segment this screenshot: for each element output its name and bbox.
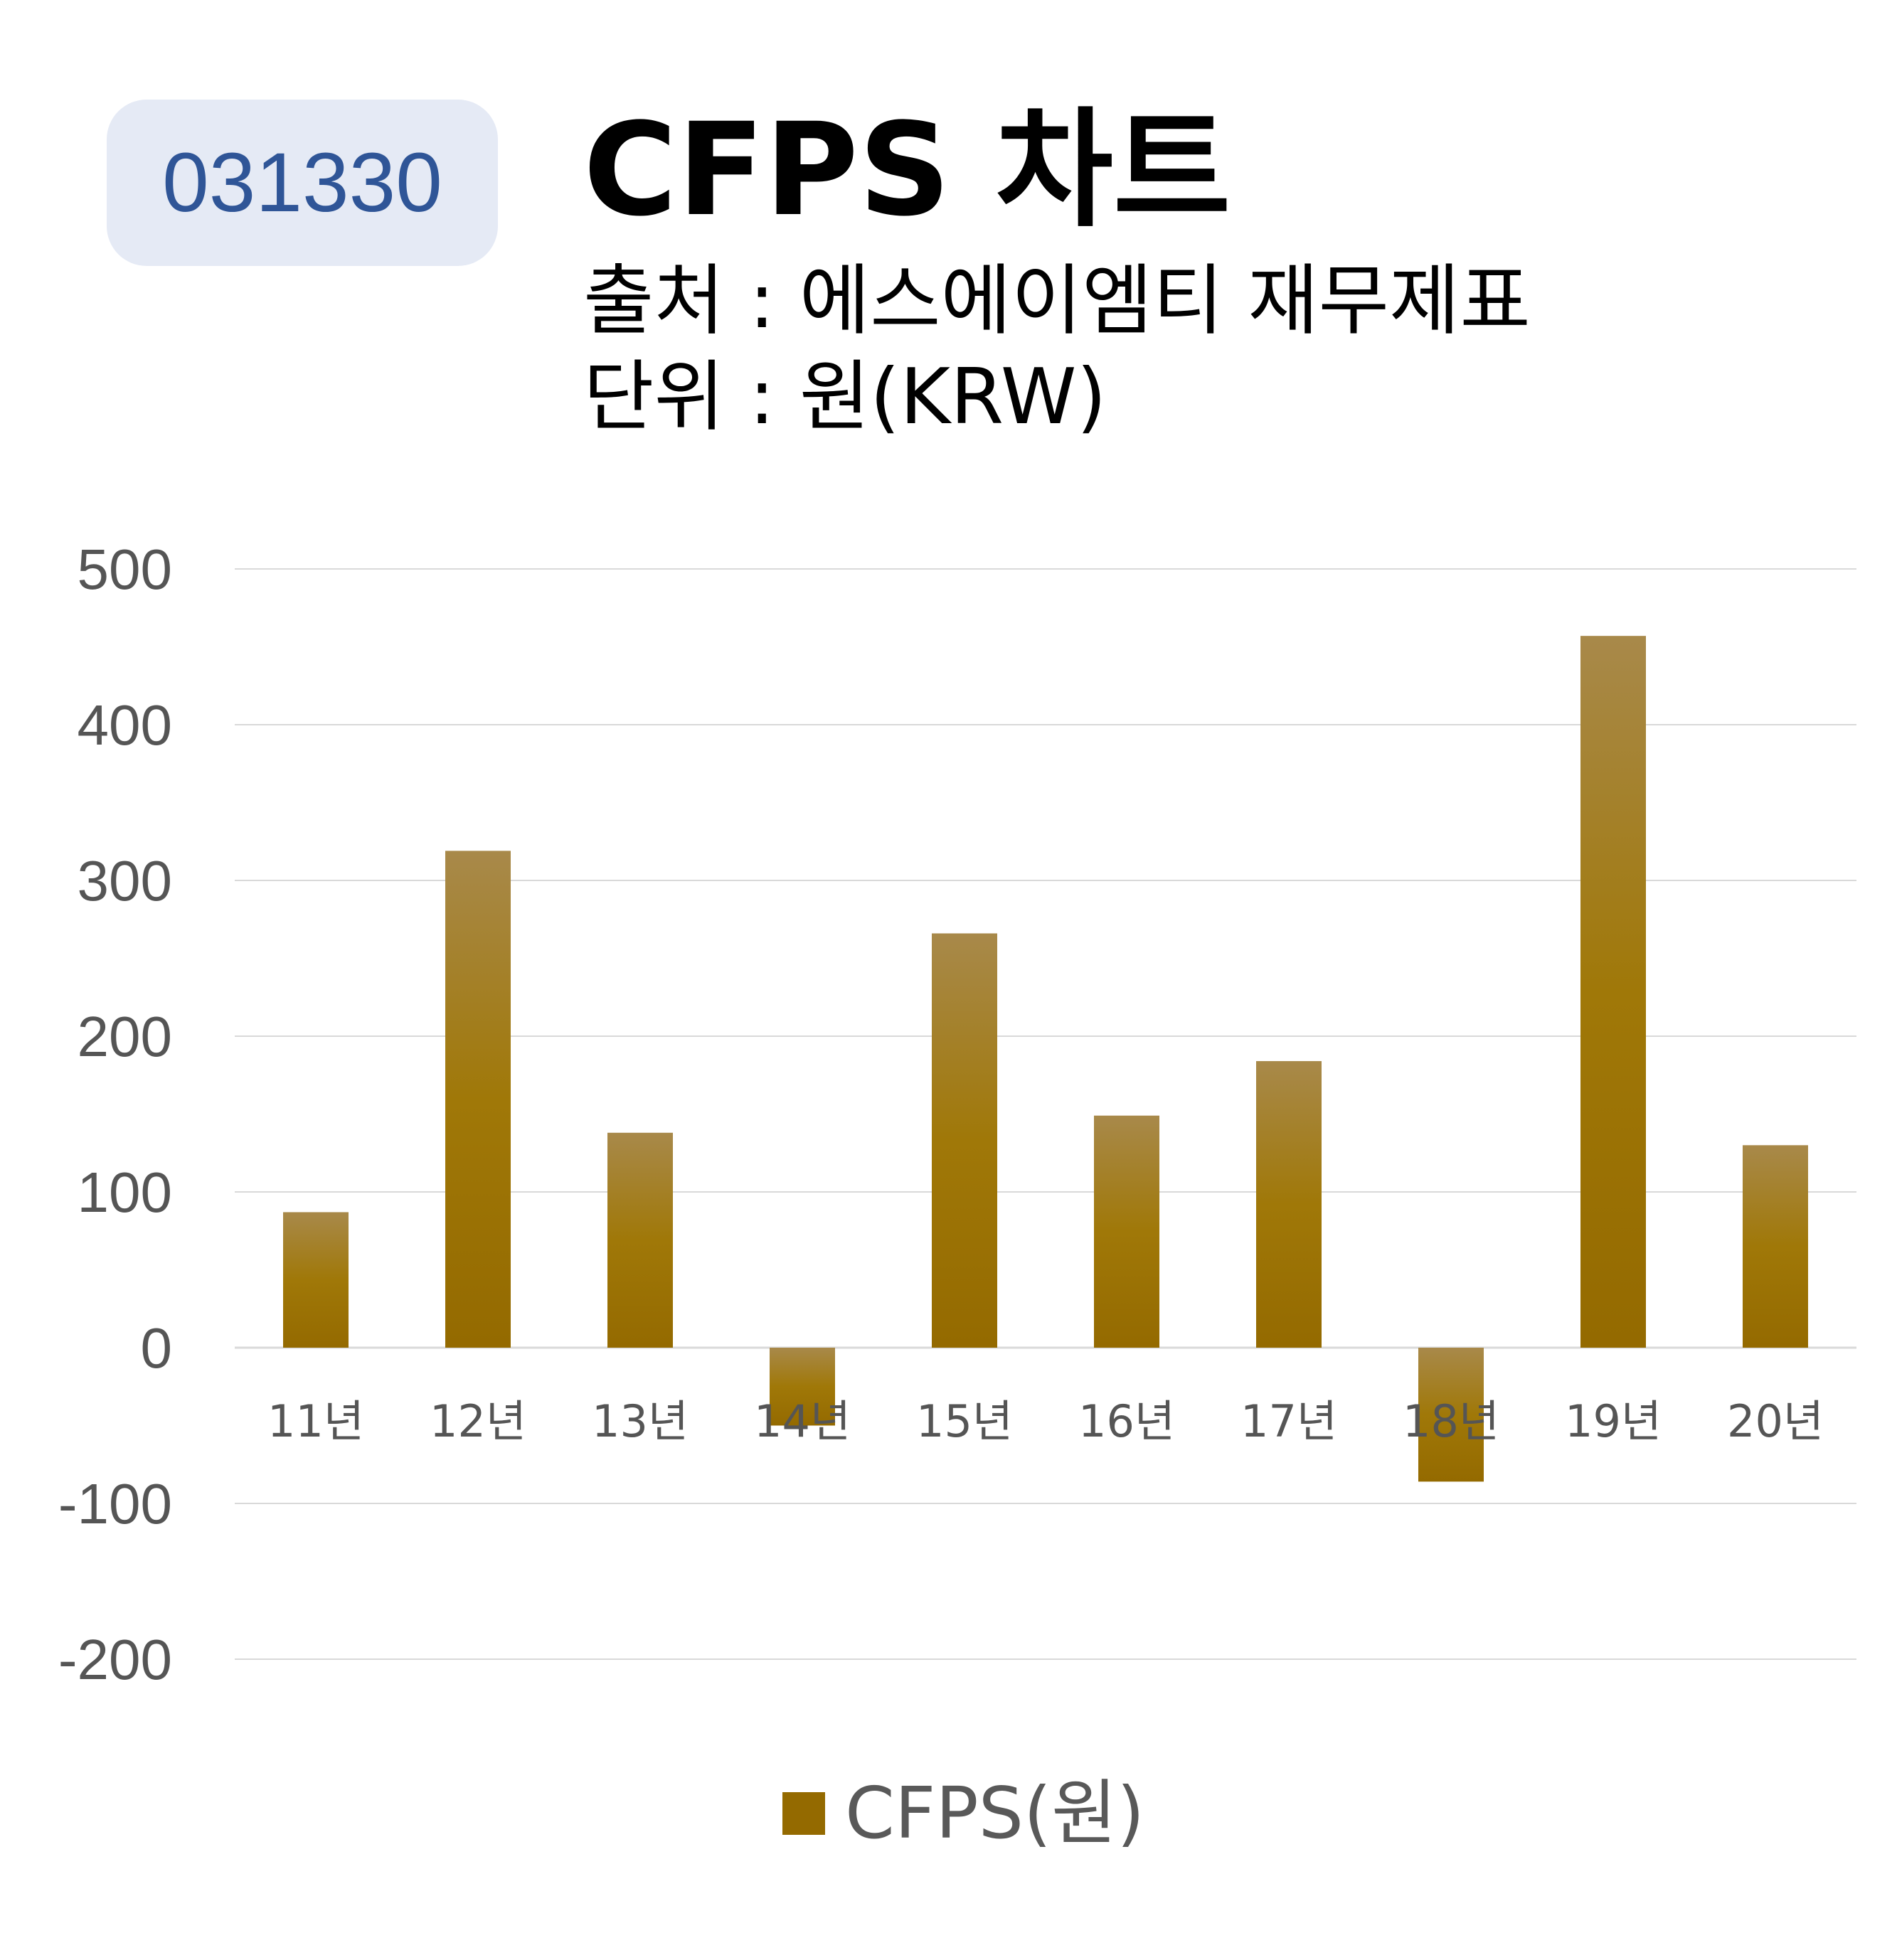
bar <box>1743 1145 1808 1348</box>
x-tick-label: 17년 <box>1240 1395 1337 1447</box>
bar <box>770 1348 835 1426</box>
bar <box>1256 1061 1322 1348</box>
legend-swatch <box>782 1792 825 1835</box>
y-tick-label: 200 <box>78 1005 172 1068</box>
ticker-code: 031330 <box>162 136 442 230</box>
x-tick-label: 19년 <box>1565 1395 1662 1447</box>
bar <box>283 1212 349 1348</box>
y-tick-label: 500 <box>78 538 172 601</box>
y-tick-label: 0 <box>141 1316 173 1380</box>
x-tick-label: 20년 <box>1727 1395 1824 1447</box>
bar <box>1094 1115 1159 1348</box>
x-tick-label: 18년 <box>1403 1395 1499 1447</box>
y-tick-label: 300 <box>78 849 172 912</box>
bar <box>607 1132 673 1348</box>
x-tick-label: 12년 <box>430 1395 526 1447</box>
bar <box>932 933 997 1348</box>
legend: CFPS(원) <box>782 1778 1144 1849</box>
unit-label: 단위 : 원(KRW) <box>583 353 1107 442</box>
y-tick-label: 400 <box>78 693 172 757</box>
x-axis-ticks: 11년 12년 13년 14년 15년 16년 17년 18년 19년 20년 <box>267 1395 1824 1447</box>
bar <box>1418 1348 1484 1482</box>
ticker-badge: 031330 <box>107 100 498 266</box>
bar <box>445 851 511 1348</box>
y-tick-label: -100 <box>58 1472 172 1535</box>
x-tick-label: 16년 <box>1078 1395 1175 1447</box>
x-tick-label: 11년 <box>267 1395 364 1447</box>
source-label: 출처 : 에스에이엠티 재무제표 <box>583 257 1531 346</box>
y-axis-ticks: 500 400 300 200 100 0 -100 -200 <box>58 538 172 1691</box>
bar <box>1580 636 1646 1348</box>
y-tick-label: -200 <box>58 1628 172 1691</box>
y-tick-label: 100 <box>78 1161 172 1224</box>
x-tick-label: 13년 <box>592 1395 689 1447</box>
chart-title: CFPS 차트 <box>583 96 1231 245</box>
x-tick-label: 14년 <box>754 1395 851 1447</box>
x-tick-label: 15년 <box>916 1395 1013 1447</box>
legend-label: CFPS(원) <box>845 1772 1145 1855</box>
bars <box>283 636 1808 1482</box>
